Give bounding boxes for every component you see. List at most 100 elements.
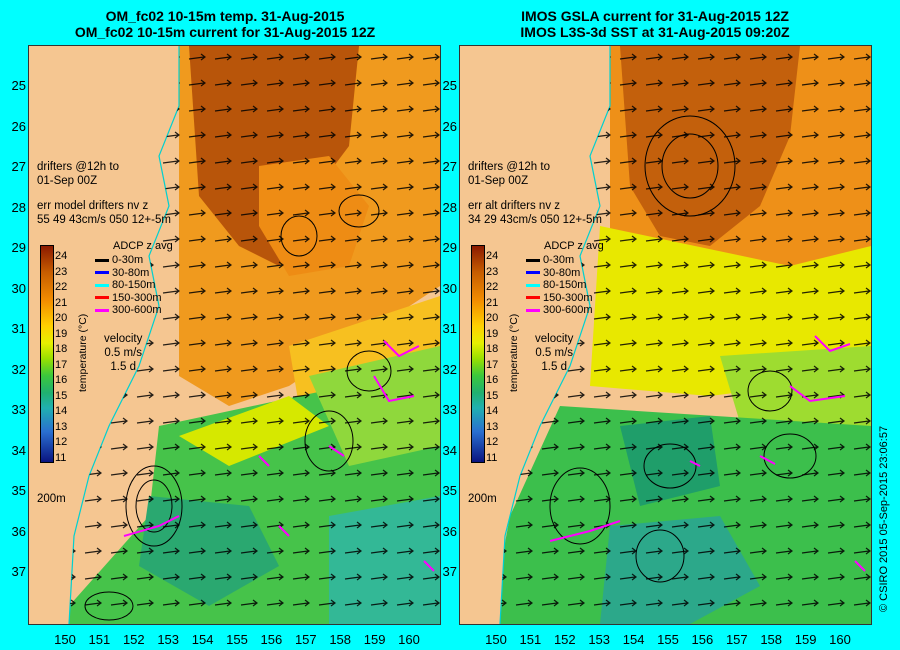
left-err-info: err model drifters nv z 55 49 43cm/s 050 … (37, 200, 171, 226)
colorbar-tick-left: 24 (55, 250, 68, 262)
colorbar-tick-left: 22 (55, 281, 68, 293)
lat-label-left: 31 (11, 321, 26, 336)
lat-label-right: 34 (442, 442, 457, 458)
colorbar-tick-left: 23 (55, 265, 68, 278)
left-adcp-item: 300-600m (95, 304, 162, 316)
lon-label-right: 150 (485, 632, 507, 647)
colorbar-tick-right: 13 (486, 420, 499, 433)
colorbar-tick-right: 24 (486, 250, 499, 262)
right-velocity-scale: velocity 0.5 m/s 1.5 d (535, 333, 574, 373)
adcp-label: 300-600m (543, 304, 593, 316)
left-adcp-item: 80-150m (95, 279, 155, 291)
colorbar-tick-right: 17 (486, 358, 499, 371)
lon-label-left: 150 (54, 632, 76, 647)
lat-label-left: 28 (11, 199, 26, 215)
right-adcp-title: ADCP z avg (544, 240, 604, 252)
left-map (28, 45, 441, 625)
left-adcp-item: 0-30m (95, 254, 143, 266)
lon-label-right: 159 (794, 632, 817, 647)
lon-label-left: 153 (157, 632, 180, 647)
lon-label-right: 156 (691, 632, 714, 647)
colorbar-tick-right: 16 (486, 374, 499, 386)
right-adcp-item: 150-300m (526, 292, 593, 304)
lat-label-right: 25 (442, 78, 457, 93)
adcp-label: 30-80m (543, 266, 581, 279)
adcp-swatch (526, 258, 540, 262)
lat-label-right: 27 (442, 159, 457, 174)
colorbar-tick-left: 13 (55, 420, 68, 433)
right-adcp-item: 80-150m (526, 279, 586, 291)
right-adcp-item: 30-80m (526, 267, 580, 279)
colorbar-tick-left: 14 (55, 405, 68, 417)
colorbar-tick-left: 15 (55, 389, 68, 402)
lat-label-left: 32 (11, 361, 26, 377)
lat-label-left: 37 (11, 564, 26, 579)
colorbar-tick-left: 12 (55, 436, 68, 448)
right-adcp-item: 300-600m (526, 304, 593, 316)
lat-label-right: 28 (442, 199, 457, 215)
lat-label-right: 30 (442, 280, 457, 296)
lat-label-left: 33 (11, 402, 26, 417)
adcp-swatch (526, 308, 540, 312)
right-depth-label: 200m (468, 493, 497, 505)
adcp-label: 80-150m (112, 279, 156, 291)
adcp-swatch (95, 296, 109, 300)
right-adcp-item: 0-30m (526, 254, 574, 266)
lon-label-left: 152 (122, 632, 145, 647)
adcp-label: 0-30m (543, 254, 575, 266)
lon-label-left: 156 (260, 632, 283, 647)
lat-label-left: 25 (11, 78, 26, 93)
lon-label-right: 158 (760, 632, 783, 647)
colorbar-tick-right: 15 (486, 389, 499, 402)
colorbar-tick-right: 21 (486, 296, 499, 309)
lat-label-right: 35 (442, 483, 457, 498)
lon-label-left: 160 (398, 632, 420, 647)
lat-label-left: 27 (11, 159, 26, 174)
colorbar-tick-right: 12 (486, 436, 499, 448)
lon-label-right: 151 (519, 632, 542, 647)
colorbar-tick-right: 23 (486, 265, 499, 278)
lat-label-left: 26 (11, 118, 26, 134)
adcp-swatch (95, 258, 109, 262)
right-map (459, 45, 872, 625)
adcp-swatch (526, 283, 540, 287)
lon-label-right: 154 (622, 632, 645, 647)
colorbar-tick-right: 14 (486, 405, 499, 417)
adcp-label: 150-300m (543, 291, 593, 304)
colorbar-tick-left: 17 (55, 358, 68, 371)
colorbar-tick-left: 18 (55, 343, 68, 355)
adcp-label: 0-30m (112, 254, 144, 266)
lat-label-left: 30 (11, 280, 26, 296)
lat-label-left: 29 (11, 240, 26, 255)
lon-label-right: 152 (553, 632, 576, 647)
colorbar-tick-right: 22 (486, 281, 499, 293)
adcp-swatch (526, 271, 540, 275)
adcp-swatch (95, 283, 109, 287)
colorbar-tick-left: 11 (55, 451, 67, 464)
colorbar-tick-left: 16 (55, 374, 68, 386)
left-adcp-item: 150-300m (95, 292, 162, 304)
lat-label-right: 26 (442, 118, 457, 134)
lat-label-right: 36 (442, 523, 457, 539)
colorbar-tick-right: 19 (486, 327, 499, 340)
lon-label-left: 155 (226, 632, 248, 647)
adcp-swatch (95, 308, 109, 312)
adcp-label: 30-80m (112, 266, 150, 279)
right-temperature-field (460, 46, 871, 624)
lat-label-left: 36 (11, 523, 26, 539)
lat-label-right: 31 (442, 321, 457, 336)
lon-label-left: 159 (363, 632, 386, 647)
lat-label-left: 35 (11, 483, 26, 498)
colorbar-tick-right: 20 (486, 312, 499, 324)
left-colorbar-unit: temperature (°C) (77, 313, 89, 392)
footer-credit: © CSIRO 2015 05-Sep-2015 23:06:57 (878, 425, 890, 612)
left-velocity-scale: velocity 0.5 m/s 1.5 d (104, 333, 143, 373)
lat-label-right: 32 (442, 361, 457, 377)
adcp-label: 80-150m (543, 279, 587, 291)
left-depth-label: 200m (37, 493, 66, 505)
lon-label-right: 157 (725, 632, 748, 647)
lon-label-right: 155 (657, 632, 679, 647)
colorbar-tick-right: 18 (486, 343, 499, 355)
adcp-label: 300-600m (112, 304, 162, 316)
right-colorbar (471, 245, 485, 463)
